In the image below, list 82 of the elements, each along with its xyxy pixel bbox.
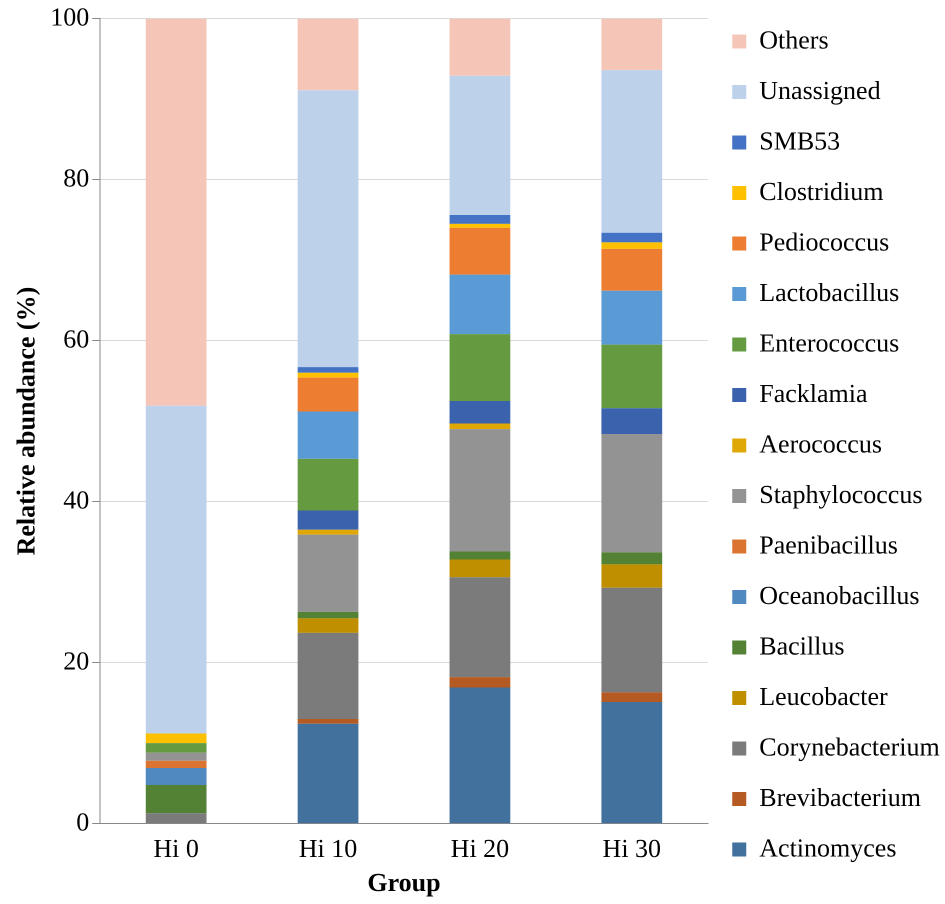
bar bbox=[146, 752, 207, 761]
bar bbox=[601, 564, 662, 588]
x-tick-label: Hi 10 bbox=[298, 834, 358, 864]
bar bbox=[450, 677, 510, 688]
bar bbox=[146, 813, 207, 824]
legend-label: Corynebacterium bbox=[759, 732, 940, 762]
bar bbox=[298, 632, 358, 719]
bar bbox=[298, 372, 358, 378]
legend-label: Enterococcus bbox=[759, 328, 900, 358]
bar bbox=[298, 724, 358, 824]
x-tick-label: Hi 0 bbox=[153, 834, 199, 864]
bar bbox=[450, 552, 510, 560]
bar bbox=[146, 406, 207, 734]
bar bbox=[601, 588, 662, 692]
bar bbox=[298, 534, 358, 612]
bar bbox=[450, 429, 510, 552]
legend-label: Pediococcus bbox=[759, 227, 890, 256]
x-tick-label: Hi 30 bbox=[602, 834, 662, 864]
bar bbox=[298, 458, 358, 510]
bar bbox=[601, 702, 662, 824]
bar bbox=[601, 70, 662, 233]
legend-label: Clostridium bbox=[759, 176, 884, 206]
bar bbox=[450, 228, 510, 275]
bar bbox=[450, 400, 510, 424]
bar bbox=[146, 733, 207, 744]
bar bbox=[601, 290, 662, 345]
legend-label: Aerococcus bbox=[759, 429, 882, 458]
legend-label: Oceanobacillus bbox=[759, 580, 920, 610]
bar bbox=[601, 242, 662, 249]
legend-label: Facklamia bbox=[759, 378, 868, 408]
bar bbox=[601, 232, 662, 242]
bar bbox=[601, 692, 662, 702]
bar bbox=[298, 411, 358, 459]
bar bbox=[146, 784, 207, 814]
bar bbox=[450, 18, 510, 76]
bar bbox=[298, 718, 358, 724]
y-tick-label: 100 bbox=[50, 2, 90, 32]
legend-label: Leucobacter bbox=[759, 682, 888, 711]
legend-label: Paenibacillus bbox=[759, 530, 898, 560]
bar bbox=[450, 688, 510, 824]
legend-label: Lactobacillus bbox=[759, 278, 900, 307]
y-axis-title: Relative abundance (%) bbox=[11, 286, 40, 556]
bar bbox=[601, 344, 662, 408]
legend-label: Bacillus bbox=[759, 631, 844, 660]
y-tick-label: 0 bbox=[76, 807, 90, 836]
bar bbox=[298, 90, 358, 368]
bar bbox=[298, 530, 358, 535]
legend-label: Staphylococcus bbox=[759, 480, 922, 509]
bar bbox=[298, 367, 358, 373]
legend-label: Brevibacterium bbox=[759, 782, 921, 812]
bar bbox=[450, 334, 510, 401]
bar bbox=[601, 408, 662, 434]
y-tick-label: 60 bbox=[63, 324, 90, 354]
bar bbox=[601, 434, 662, 552]
y-tick-label: 80 bbox=[63, 163, 90, 192]
bar bbox=[298, 378, 358, 412]
bar bbox=[450, 577, 510, 678]
bar bbox=[601, 552, 662, 564]
legend-label: Others bbox=[759, 25, 829, 54]
bar bbox=[450, 224, 510, 228]
bar bbox=[146, 760, 207, 768]
y-tick-label: 20 bbox=[63, 646, 90, 676]
bar bbox=[450, 560, 510, 578]
bar bbox=[601, 18, 662, 70]
bar bbox=[146, 743, 207, 753]
bar bbox=[298, 18, 358, 90]
bar bbox=[601, 248, 662, 291]
bar bbox=[298, 510, 358, 530]
legend-label: Actinomyces bbox=[759, 833, 896, 862]
y-tick-label: 40 bbox=[63, 485, 90, 514]
x-axis-title: Group bbox=[367, 868, 441, 898]
bar bbox=[298, 618, 358, 633]
legend-label: SMB53 bbox=[759, 126, 840, 156]
x-tick-label: Hi 20 bbox=[450, 834, 510, 864]
bar bbox=[298, 612, 358, 618]
legend-label: Unassigned bbox=[759, 76, 881, 105]
bar bbox=[450, 424, 510, 430]
bar bbox=[146, 768, 207, 785]
bar bbox=[450, 215, 510, 224]
bar bbox=[450, 274, 510, 334]
bar bbox=[450, 76, 510, 216]
bar bbox=[146, 18, 207, 406]
